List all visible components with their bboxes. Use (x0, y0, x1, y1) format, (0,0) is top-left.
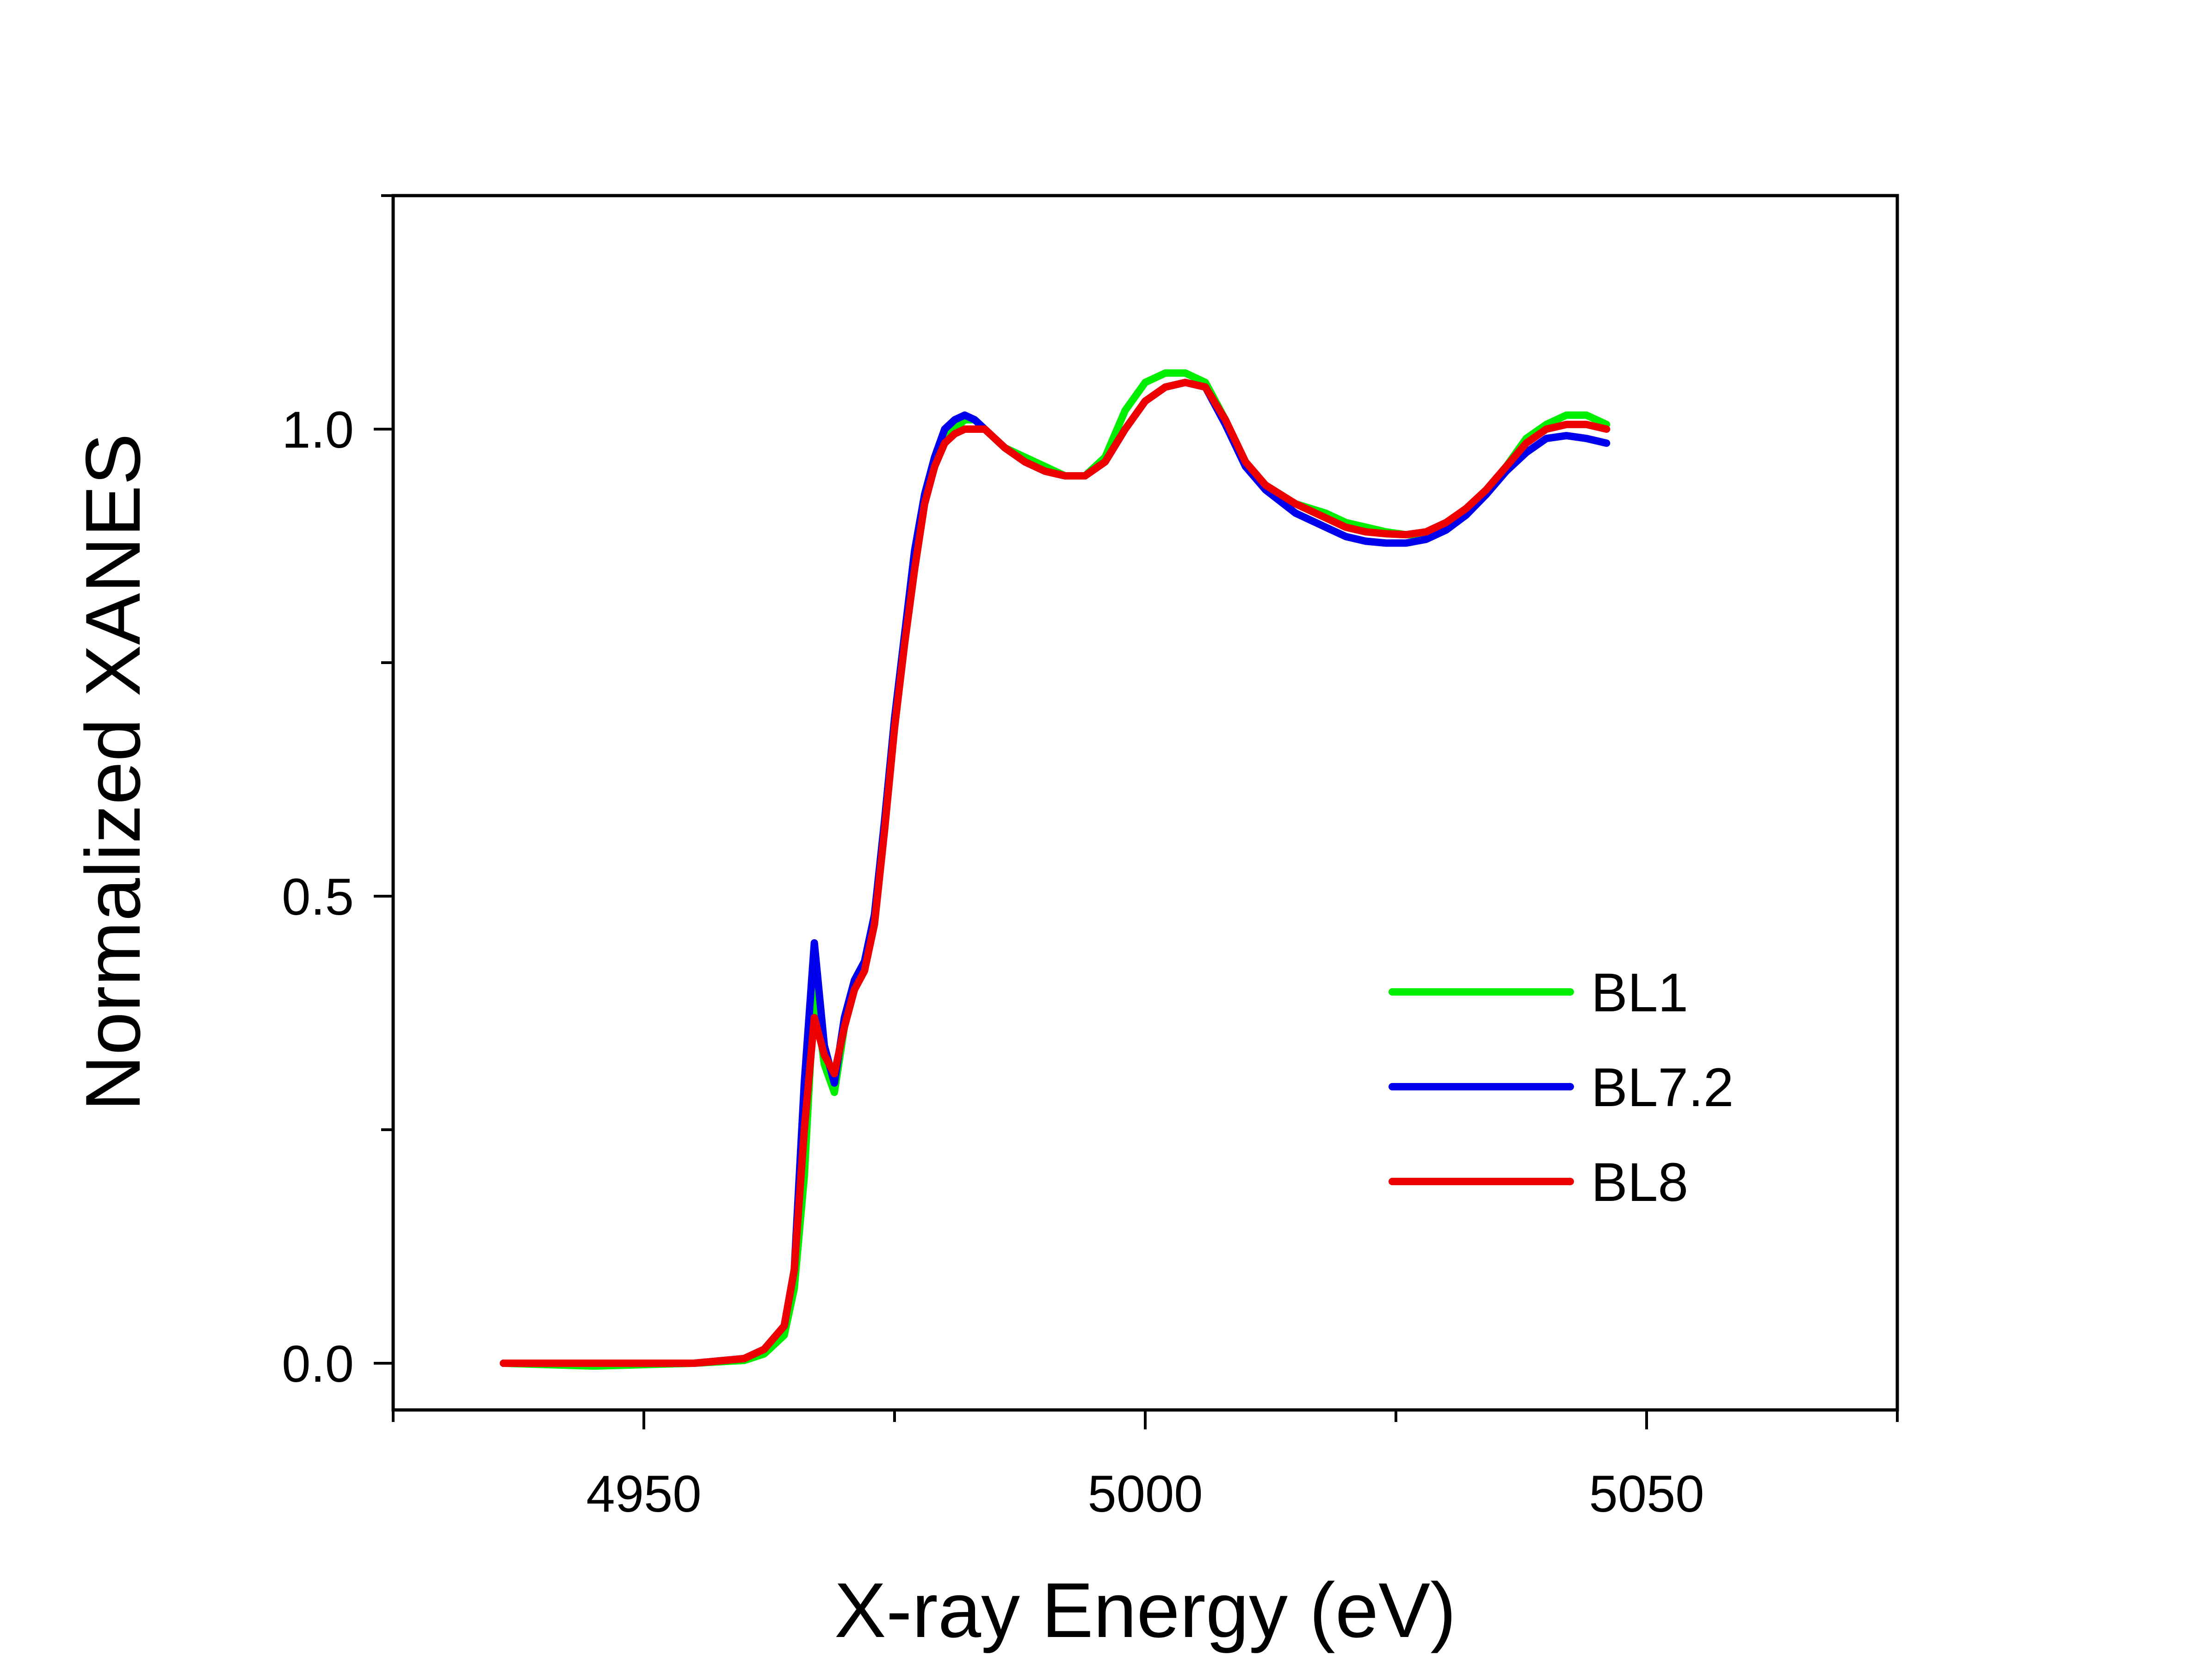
series-lines (500, 369, 1611, 1370)
y-tick-label: 0.0 (282, 1335, 354, 1393)
y-axis-title: Normalized XANES (69, 433, 156, 1111)
x-tick-label: 5050 (1589, 1465, 1704, 1523)
tick-labels: 4950 5000 5050 0.0 0.5 1.0 (282, 401, 1704, 1523)
x-axis-title: X-ray Energy (eV) (834, 1567, 1456, 1654)
legend-label-bl7-2: BL7.2 (1591, 1057, 1734, 1118)
legend-label-bl8: BL8 (1591, 1152, 1688, 1213)
legend: BL1 BL7.2 BL8 (1389, 962, 1734, 1213)
y-tick-label: 1.0 (282, 401, 354, 459)
plot-frame (391, 194, 1899, 1412)
y-tick-label: 0.5 (282, 868, 354, 926)
x-tick-label: 5000 (1087, 1465, 1203, 1523)
axis-ticks (374, 194, 1899, 1429)
legend-label-bl1: BL1 (1591, 962, 1688, 1023)
x-tick-label: 4950 (586, 1465, 701, 1523)
series-line-bl8 (500, 379, 1611, 1367)
